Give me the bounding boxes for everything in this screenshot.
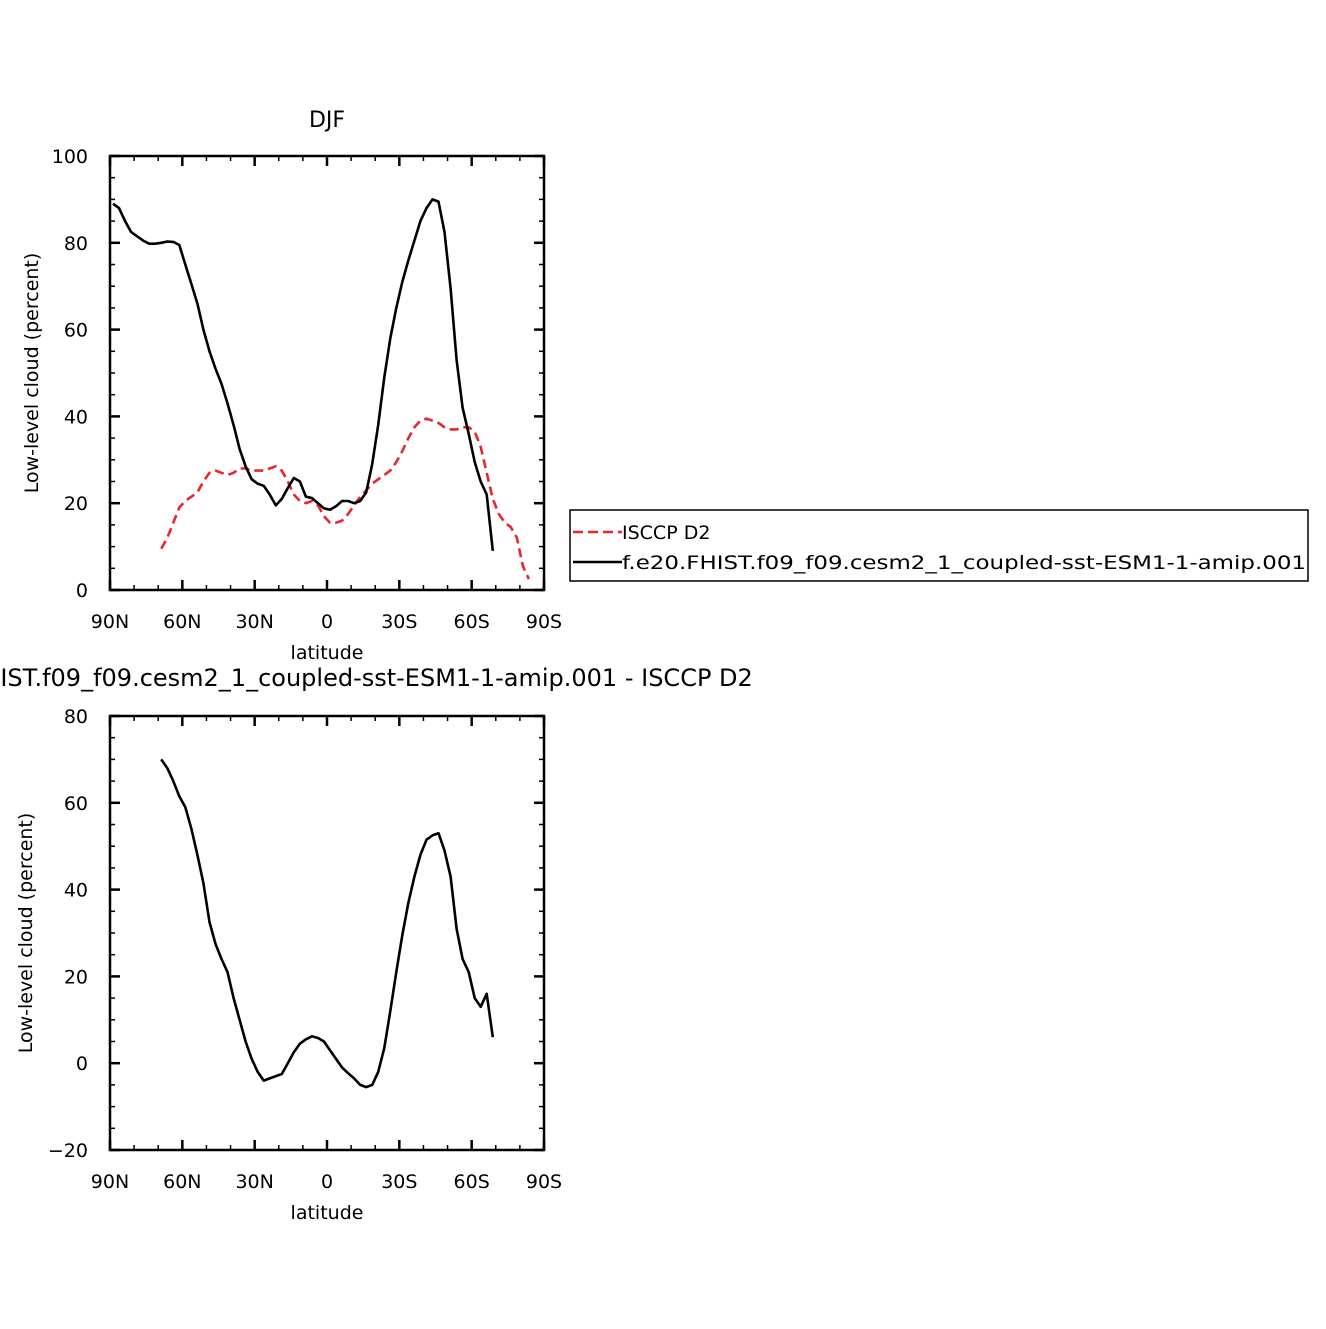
- top-y-tick-label: 40: [64, 406, 88, 428]
- top-x-tick-label: 90N: [91, 611, 129, 633]
- bottom-x-tick-label: 90S: [526, 1171, 562, 1193]
- bottom-y-tick-label: 80: [64, 706, 88, 728]
- bottom-y-tick-label: 20: [64, 966, 88, 988]
- legend-label-isccp: ISCCP D2: [622, 522, 710, 544]
- bottom-panel: f.e20.FHIST.f09_f09.cesm2_1_coupled-sst-…: [0, 664, 753, 1224]
- top-x-tick-label: 0: [321, 611, 333, 633]
- top-x-tick-label: 30N: [235, 611, 273, 633]
- bottom-series-0-line: [160, 758, 495, 1089]
- bottom-x-tick-label: 90N: [91, 1171, 129, 1193]
- top-series-1-line: [112, 198, 495, 552]
- top-x-tick-label: 30S: [381, 611, 417, 633]
- top-y-tick-label: 20: [64, 493, 88, 515]
- bottom-axis-ticks: 90N 60N 30N 0 30S 60S 90S −20 0 20 40 60 80: [48, 706, 562, 1193]
- top-ylabel: Low-level cloud (percent): [21, 253, 43, 494]
- bottom-x-tick-label: 0: [321, 1171, 333, 1193]
- bottom-y-tick-label: −20: [48, 1140, 88, 1162]
- bottom-y-tick-label: 0: [76, 1053, 88, 1075]
- bottom-y-tick-label: 60: [64, 793, 88, 815]
- top-y-tick-label: 100: [52, 146, 88, 168]
- bottom-series-layer: [160, 758, 495, 1089]
- top-x-tick-label: 90S: [526, 611, 562, 633]
- bottom-x-tick-label: 30S: [381, 1171, 417, 1193]
- top-y-tick-label: 0: [76, 580, 88, 602]
- bottom-x-tick-label: 30N: [235, 1171, 273, 1193]
- bottom-y-tick-label: 40: [64, 880, 88, 902]
- top-axis-ticks: 90N 60N 30N 0 30S 60S 90S 0 20 40 60 80 100: [52, 146, 562, 633]
- legend-label-model: f.e20.FHIST.f09_f09.cesm2_1_coupled-sst-…: [622, 552, 1306, 574]
- bottom-x-tick-label: 60N: [163, 1171, 201, 1193]
- top-x-tick-label: 60S: [454, 611, 490, 633]
- legend: ISCCP D2 f.e20.FHIST.f09_f09.cesm2_1_cou…: [569, 509, 1309, 582]
- top-y-tick-label: 60: [64, 320, 88, 342]
- top-x-tick-label: 60N: [163, 611, 201, 633]
- top-title: DJF: [309, 108, 345, 133]
- top-y-tick-label: 80: [64, 233, 88, 255]
- top-series-layer: [112, 198, 531, 580]
- bottom-x-tick-label: 60S: [454, 1171, 490, 1193]
- top-panel: DJF 90N 60N 30N 0 30S 60S 90S 0 20 40 60 80 100 lati…: [21, 108, 562, 664]
- legend-box: [569, 509, 1309, 582]
- bottom-title: f.e20.FHIST.f09_f09.cesm2_1_coupled-sst-…: [0, 664, 753, 692]
- bottom-ylabel: Low-level cloud (percent): [15, 813, 37, 1054]
- bottom-xlabel: latitude: [291, 1202, 364, 1224]
- top-xlabel: latitude: [291, 642, 364, 664]
